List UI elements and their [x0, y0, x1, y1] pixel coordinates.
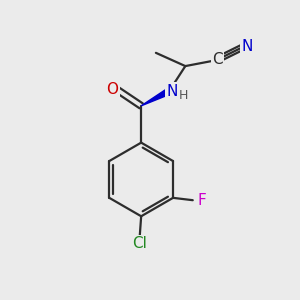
Text: N: N	[167, 84, 178, 99]
Polygon shape	[141, 88, 171, 106]
Text: F: F	[197, 193, 206, 208]
Text: N: N	[242, 39, 253, 54]
Text: H: H	[179, 89, 188, 102]
Text: C: C	[212, 52, 223, 67]
Text: Cl: Cl	[132, 236, 147, 251]
Text: O: O	[106, 82, 119, 97]
